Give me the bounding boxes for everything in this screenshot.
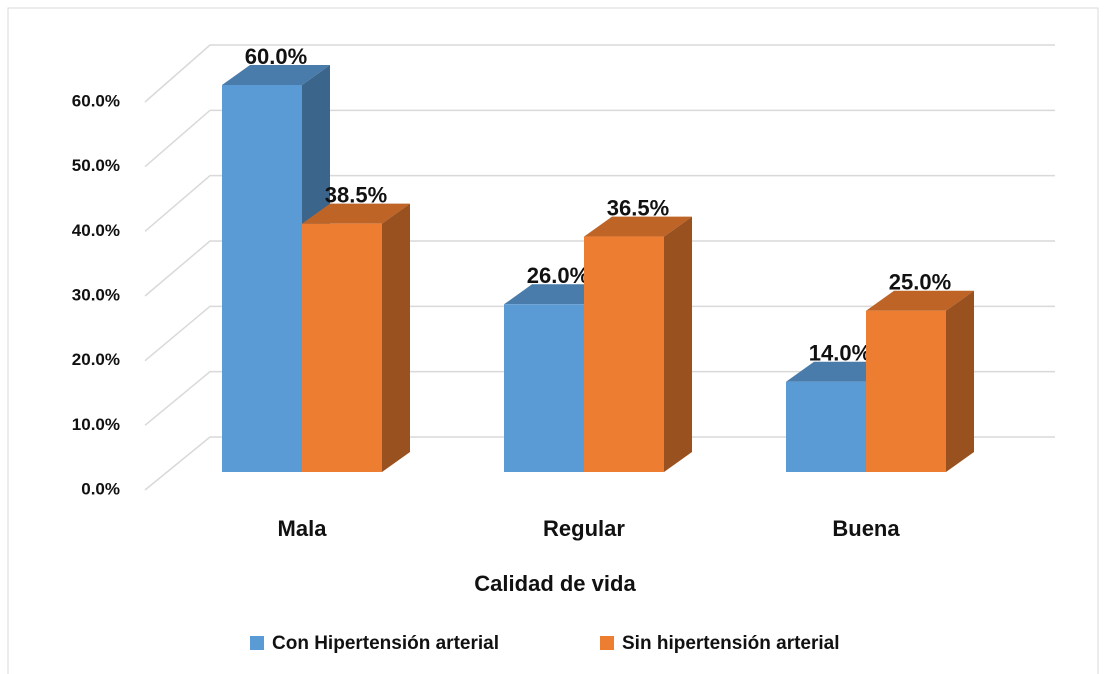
grid-line [144,436,1055,491]
x-tick-label: Mala [278,516,328,541]
value-label: 60.0% [245,44,307,69]
grid-line [144,109,1055,168]
bar [302,223,382,472]
bar [786,381,866,472]
y-tick-label: 40.0% [72,221,120,240]
legend-swatch [600,636,614,650]
bar-top [866,290,974,311]
grid-line [144,305,1055,362]
value-label: 36.5% [607,195,669,220]
bar-side [664,216,692,472]
bar-top [222,65,330,85]
grid-line [144,44,1055,103]
chart-frame [7,7,1099,674]
y-tick-label: 30.0% [72,285,120,304]
bar-side [382,203,410,473]
x-tick-label: Regular [543,516,625,541]
bar [504,304,584,472]
bar-top [302,203,410,224]
legend-label: Con Hipertensión arterial [272,633,499,654]
y-tick-label: 60.0% [72,91,120,110]
legend-label: Sin hipertensión arterial [622,633,840,654]
bar [222,85,302,472]
value-label: 14.0% [809,341,871,366]
legend-swatch [250,636,264,650]
bar [866,310,946,472]
value-label: 26.0% [527,263,589,288]
grid-line [144,174,1055,232]
y-tick-label: 50.0% [72,156,120,175]
value-label: 25.0% [889,270,951,295]
bar-side [946,290,974,472]
x-axis-title: Calidad de vida [474,571,636,596]
value-label: 38.5% [325,182,387,207]
y-tick-label: 10.0% [72,415,120,434]
y-tick-label: 0.0% [81,479,120,498]
bar [584,236,664,472]
y-tick-label: 20.0% [72,350,120,369]
x-tick-label: Buena [832,516,900,541]
grid-line [144,240,1055,297]
bar-top [584,216,692,237]
grid-line [144,370,1055,426]
